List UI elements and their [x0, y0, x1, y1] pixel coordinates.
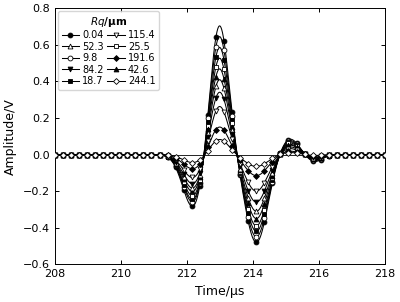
- X-axis label: Time/μs: Time/μs: [195, 285, 245, 298]
- Y-axis label: Amplitude/V: Amplitude/V: [4, 98, 17, 175]
- Legend: 0.04, 52.3, 9.8, 84.2, 18.7, 115.4, 25.5, 191.6, 42.6, 244.1: 0.04, 52.3, 9.8, 84.2, 18.7, 115.4, 25.5…: [58, 11, 159, 90]
